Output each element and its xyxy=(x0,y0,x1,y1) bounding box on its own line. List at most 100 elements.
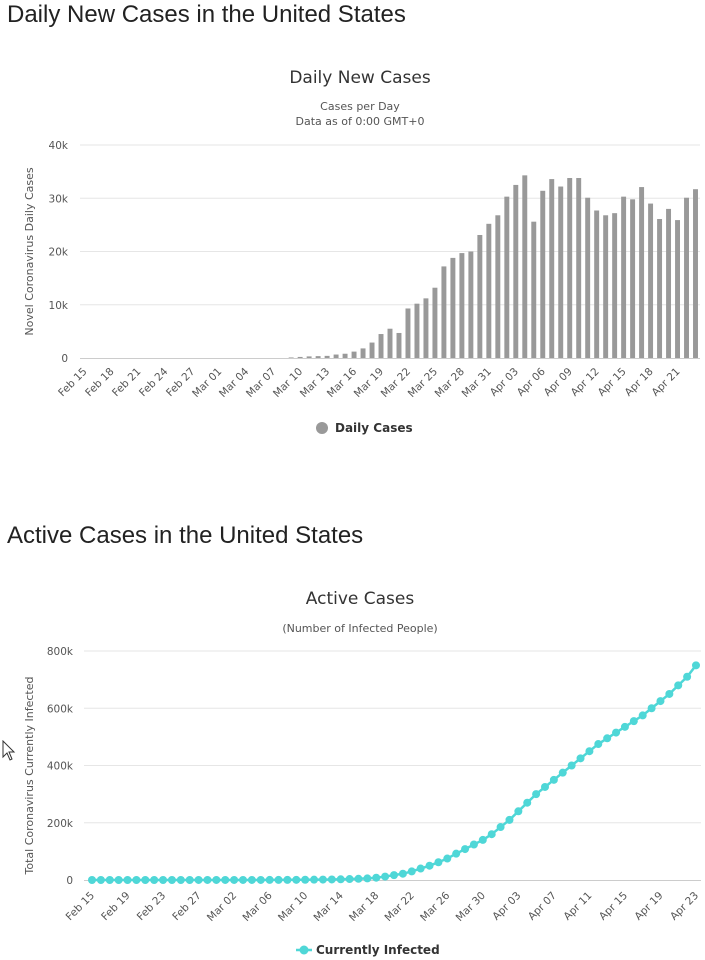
data-point[interactable] xyxy=(594,740,602,748)
bar[interactable] xyxy=(612,213,617,358)
data-point[interactable] xyxy=(674,681,682,689)
data-point[interactable] xyxy=(230,876,238,884)
data-point[interactable] xyxy=(452,850,460,858)
data-point[interactable] xyxy=(337,875,345,883)
data-point[interactable] xyxy=(221,876,229,884)
bar[interactable] xyxy=(621,197,626,358)
bar[interactable] xyxy=(298,357,303,358)
data-point[interactable] xyxy=(692,661,700,669)
data-point[interactable] xyxy=(541,783,549,791)
bar[interactable] xyxy=(567,178,572,358)
data-point[interactable] xyxy=(203,876,211,884)
data-point[interactable] xyxy=(363,874,371,882)
bar[interactable] xyxy=(603,215,608,358)
bar[interactable] xyxy=(325,356,330,358)
data-point[interactable] xyxy=(639,711,647,719)
data-point[interactable] xyxy=(461,845,469,853)
data-point[interactable] xyxy=(497,823,505,831)
data-point[interactable] xyxy=(257,876,265,884)
bar[interactable] xyxy=(477,235,482,358)
data-point[interactable] xyxy=(212,876,220,884)
bar[interactable] xyxy=(406,308,411,358)
data-point[interactable] xyxy=(266,876,274,884)
bar[interactable] xyxy=(558,187,563,358)
data-point[interactable] xyxy=(399,870,407,878)
bar[interactable] xyxy=(289,357,294,358)
data-point[interactable] xyxy=(656,697,664,705)
bar[interactable] xyxy=(513,185,518,358)
bar[interactable] xyxy=(316,356,321,358)
data-point[interactable] xyxy=(479,836,487,844)
data-point[interactable] xyxy=(648,704,656,712)
bar[interactable] xyxy=(585,198,590,358)
data-point[interactable] xyxy=(239,876,247,884)
bar[interactable] xyxy=(388,329,393,358)
data-point[interactable] xyxy=(283,876,291,884)
bar[interactable] xyxy=(414,304,419,358)
data-point[interactable] xyxy=(443,855,451,863)
bar[interactable] xyxy=(486,224,491,358)
data-point[interactable] xyxy=(115,876,123,884)
bar[interactable] xyxy=(423,298,428,358)
data-point[interactable] xyxy=(248,876,256,884)
data-point[interactable] xyxy=(390,871,398,879)
bar[interactable] xyxy=(576,178,581,358)
bar[interactable] xyxy=(594,210,599,358)
data-point[interactable] xyxy=(328,875,336,883)
bar[interactable] xyxy=(307,356,312,358)
data-point[interactable] xyxy=(124,876,132,884)
data-point[interactable] xyxy=(550,776,558,784)
data-point[interactable] xyxy=(195,876,203,884)
data-point[interactable] xyxy=(523,799,531,807)
data-point[interactable] xyxy=(505,816,513,824)
data-point[interactable] xyxy=(381,873,389,881)
bar[interactable] xyxy=(432,288,437,358)
data-point[interactable] xyxy=(434,858,442,866)
data-point[interactable] xyxy=(630,717,638,725)
data-point[interactable] xyxy=(577,754,585,762)
data-point[interactable] xyxy=(292,876,300,884)
bar[interactable] xyxy=(397,333,402,358)
data-point[interactable] xyxy=(568,762,576,770)
bar[interactable] xyxy=(693,189,698,358)
data-point[interactable] xyxy=(559,769,567,777)
data-point[interactable] xyxy=(354,875,362,883)
bar[interactable] xyxy=(352,352,357,358)
data-point[interactable] xyxy=(319,876,327,884)
bar[interactable] xyxy=(504,197,509,358)
data-point[interactable] xyxy=(141,876,149,884)
data-point[interactable] xyxy=(97,876,105,884)
bar[interactable] xyxy=(684,198,689,358)
bar[interactable] xyxy=(531,222,536,358)
bar[interactable] xyxy=(468,252,473,359)
data-point[interactable] xyxy=(621,723,629,731)
data-point[interactable] xyxy=(514,807,522,815)
data-point[interactable] xyxy=(426,862,434,870)
data-point[interactable] xyxy=(168,876,176,884)
bar[interactable] xyxy=(666,209,671,358)
bar[interactable] xyxy=(675,220,680,358)
data-point[interactable] xyxy=(186,876,194,884)
data-point[interactable] xyxy=(532,790,540,798)
data-point[interactable] xyxy=(417,865,425,873)
data-point[interactable] xyxy=(603,734,611,742)
data-point[interactable] xyxy=(683,673,691,681)
data-point[interactable] xyxy=(132,876,140,884)
bar[interactable] xyxy=(450,258,455,358)
bar[interactable] xyxy=(361,348,366,358)
bar[interactable] xyxy=(657,219,662,358)
legend-item-daily-cases[interactable]: Daily Cases xyxy=(316,421,413,435)
bar[interactable] xyxy=(549,179,554,358)
bar[interactable] xyxy=(648,204,653,358)
data-point[interactable] xyxy=(301,876,309,884)
bar[interactable] xyxy=(334,355,339,358)
bar[interactable] xyxy=(459,253,464,358)
data-point[interactable] xyxy=(612,729,620,737)
bar[interactable] xyxy=(495,215,500,358)
bar[interactable] xyxy=(639,187,644,358)
data-point[interactable] xyxy=(159,876,167,884)
data-point[interactable] xyxy=(408,867,416,875)
data-point[interactable] xyxy=(88,876,96,884)
bar[interactable] xyxy=(370,343,375,358)
data-point[interactable] xyxy=(665,690,673,698)
